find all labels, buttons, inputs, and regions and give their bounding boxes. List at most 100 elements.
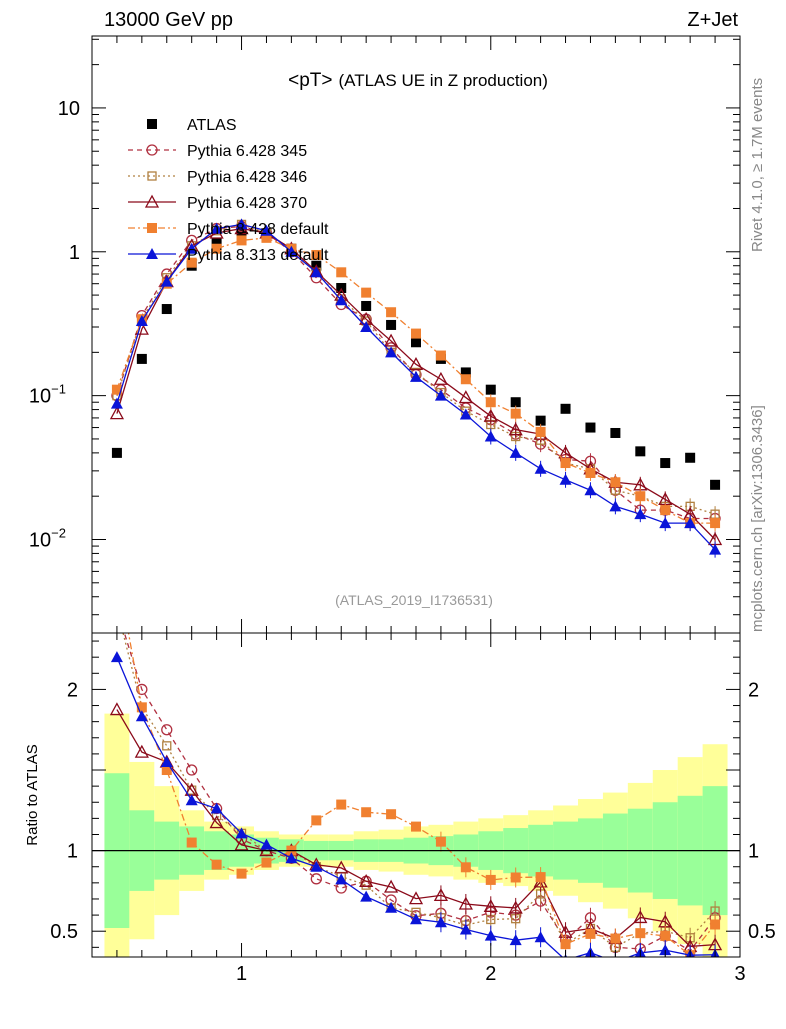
data-point [260, 224, 273, 236]
side-label-bottom: mcplots.cern.ch [arXiv:1306.3436] [749, 405, 766, 632]
ratio-point [161, 765, 172, 776]
ratio-point [460, 862, 471, 873]
data-point [236, 225, 247, 236]
data-point [685, 452, 696, 463]
x-tick-label: 1 [236, 963, 247, 985]
side-label-top: Rivet 4.1.0, ≥ 1.7M events [749, 78, 766, 252]
y-tick-label-base: 10 [58, 98, 80, 120]
legend-marker [146, 144, 158, 156]
ratio-point [310, 873, 322, 885]
ratio-point [235, 827, 248, 839]
data-point [335, 294, 348, 306]
data-point [460, 367, 471, 378]
ratio-point [535, 872, 546, 883]
data-point [210, 222, 223, 234]
data-point [610, 477, 621, 488]
data-point [211, 238, 222, 249]
data-point [510, 408, 521, 419]
data-point [236, 235, 247, 246]
y-tick-label: 1 [69, 242, 80, 264]
ratio-point [185, 794, 198, 806]
data-point [109, 406, 125, 420]
ratio-y-tick-label-right: 0.5 [748, 921, 776, 943]
ratio-point [408, 891, 424, 905]
ratio-point [458, 896, 473, 910]
y-tick-label-base: 1 [69, 242, 80, 264]
data-point [161, 304, 172, 315]
data-point [360, 321, 373, 333]
ratio-point [209, 815, 224, 829]
data-point [709, 543, 722, 555]
data-point [311, 249, 322, 260]
ratio-point [112, 604, 122, 614]
header-left: 13000 GeV pp [104, 9, 233, 31]
ratio-point [310, 860, 323, 872]
data-point [660, 458, 671, 469]
ratio-point [211, 859, 222, 870]
ratio-point [109, 702, 125, 716]
data-point [111, 384, 122, 395]
data-point [610, 427, 621, 438]
legend-marker [147, 119, 157, 129]
ratio-point [186, 764, 198, 776]
ratio-point [660, 930, 671, 941]
legend-label: Pythia 6.428 346 [187, 169, 307, 186]
y-tick-label-exp: −2 [51, 525, 66, 540]
data-point [136, 353, 147, 364]
ratio-point [334, 860, 349, 874]
ratio-point [261, 857, 272, 868]
series-main-4 [111, 232, 721, 532]
y-tick-label-exp: −1 [51, 382, 66, 397]
plot-title-sub: (ATLAS UE in Z production) [338, 71, 547, 90]
data-point [660, 505, 671, 516]
data-point [458, 390, 473, 404]
data-point [560, 458, 571, 469]
data-point [310, 266, 323, 278]
data-point [484, 430, 497, 442]
data-point [609, 500, 622, 512]
ratio-point [336, 799, 347, 810]
x-tick-label: 3 [734, 963, 745, 985]
data-point [460, 374, 471, 385]
ratio-point [161, 724, 173, 736]
y-tick-label: 10−2 [29, 525, 66, 551]
data-point [659, 517, 672, 529]
plot-title: <pT> (ATLAS UE in Z production) [288, 70, 548, 91]
data-point [185, 242, 198, 254]
ratio-point [659, 944, 672, 956]
data-point [684, 517, 697, 529]
ratio-y-tick-label-right: 2 [748, 679, 759, 701]
ratio-point [614, 955, 616, 957]
data-point [111, 447, 122, 458]
data-point [485, 384, 496, 395]
ratio-point [234, 837, 249, 851]
x-axis: 1 2 3 [91, 36, 746, 985]
ratio-point [435, 836, 446, 847]
data-point [408, 356, 424, 371]
data-point [211, 243, 222, 254]
ratio-point [136, 702, 147, 713]
ratio-point [485, 874, 496, 885]
data-point [585, 467, 596, 478]
ratio-point [285, 852, 298, 864]
legend-label: ATLAS [187, 117, 237, 134]
data-point [459, 408, 472, 420]
data-point [634, 508, 647, 520]
y-tick-label-base: 10 [29, 386, 51, 408]
data-point [383, 333, 399, 347]
ratio-point [411, 821, 421, 832]
ratio-point [510, 872, 521, 883]
ratio-point [136, 683, 148, 696]
ratio-point [359, 873, 374, 887]
analysis-watermark: (ATLAS_2019_I1736531) [335, 592, 493, 608]
ratio-point [483, 898, 498, 912]
ratio-y-tick-label-left: 2 [67, 679, 78, 701]
series-line [116, 223, 716, 551]
data-point [510, 397, 521, 408]
ratio-y-tick-label-right: 1 [748, 841, 759, 863]
ratio-point [160, 755, 173, 767]
header-right: Z+Jet [687, 9, 738, 31]
data-point [710, 518, 721, 529]
